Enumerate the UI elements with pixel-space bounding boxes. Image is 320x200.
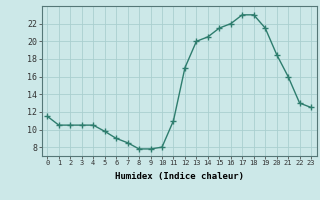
X-axis label: Humidex (Indice chaleur): Humidex (Indice chaleur) [115, 172, 244, 181]
